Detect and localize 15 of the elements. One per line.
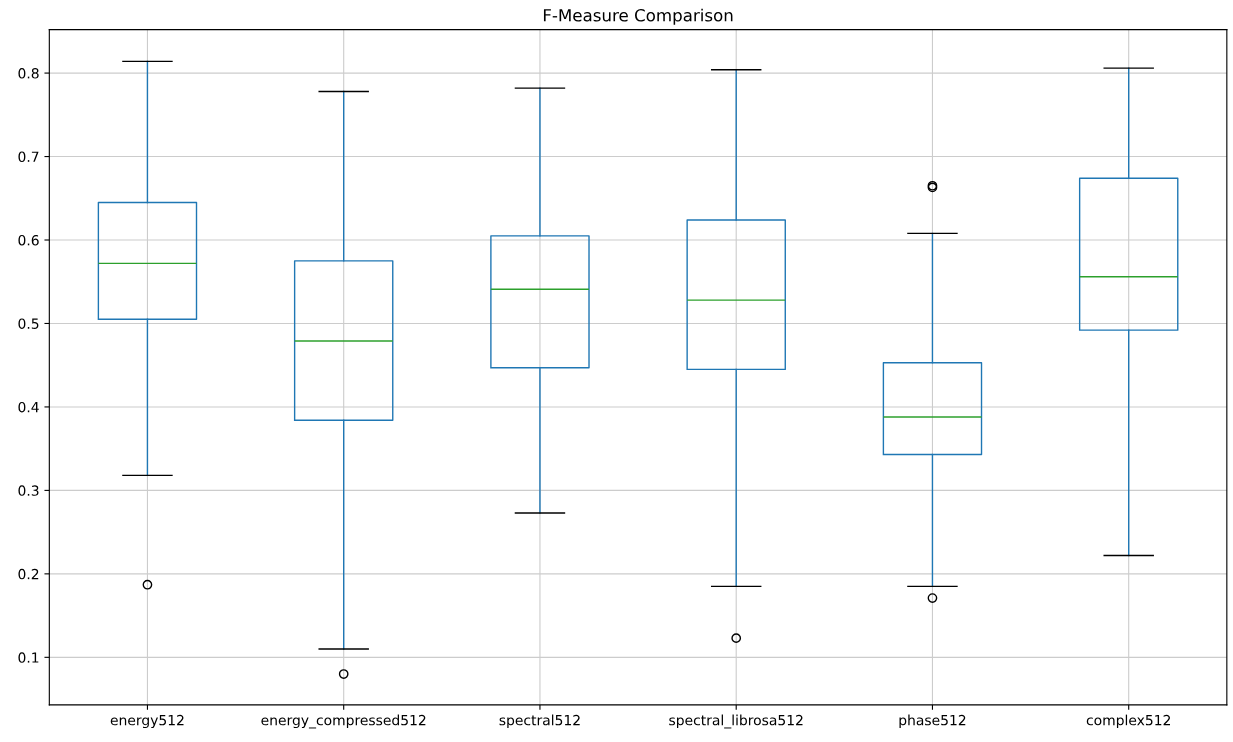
x-tick-label: energy512 (110, 714, 184, 729)
x-tick-label: complex512 (1086, 714, 1170, 729)
y-tick-label: 0.5 (18, 318, 39, 329)
x-tick-label: energy_compressed512 (261, 714, 426, 729)
y-tick-label: 0.8 (18, 68, 39, 79)
y-tick-label: 0.6 (18, 234, 39, 246)
y-tick-label: 0.7 (18, 151, 39, 163)
x-tick-label: spectral512 (499, 714, 580, 729)
x-tick-label: phase512 (899, 714, 966, 729)
y-tick-label: 0.1 (18, 652, 39, 663)
y-tick-label: 0.3 (18, 485, 39, 496)
y-tick-label: 0.4 (18, 401, 39, 413)
chart-title: F-Measure Comparison (543, 8, 733, 25)
x-tick-label: spectral_librosa512 (669, 714, 803, 729)
y-tick-label: 0.2 (18, 568, 39, 580)
